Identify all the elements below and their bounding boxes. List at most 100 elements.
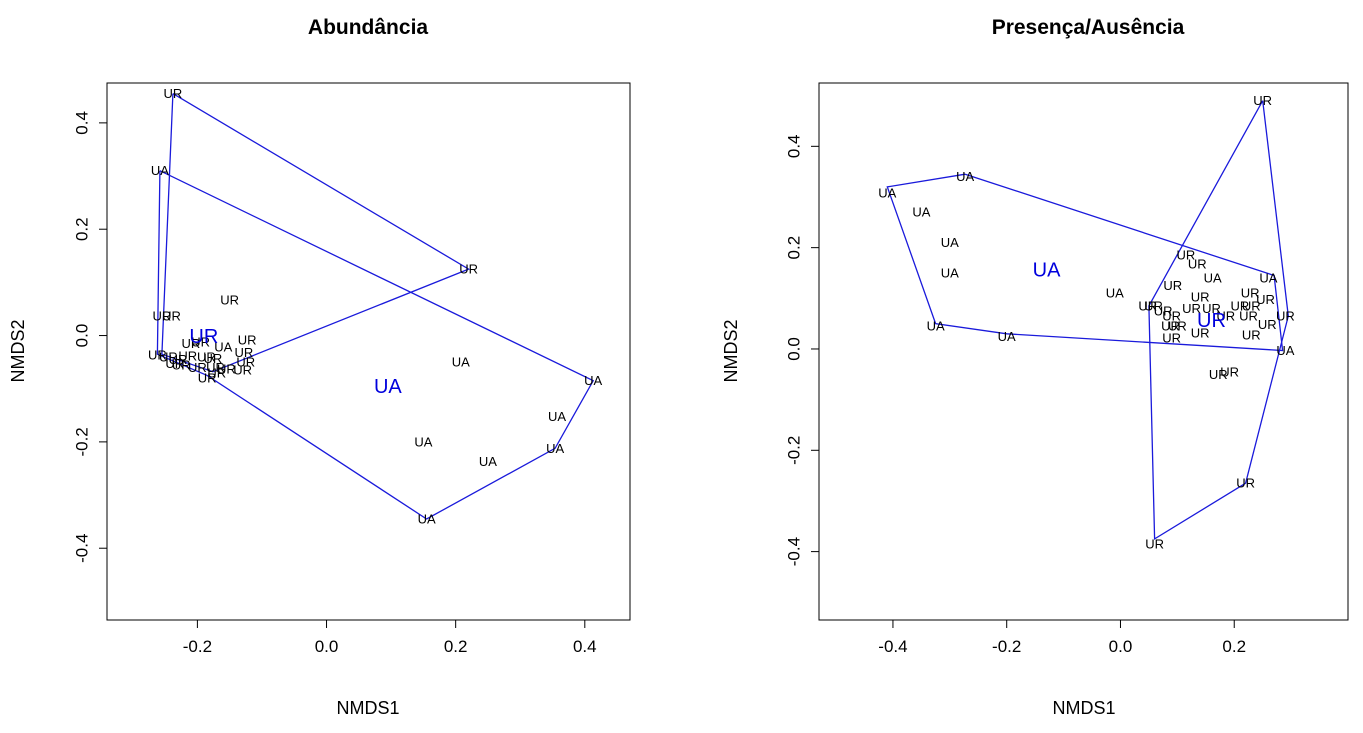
plot-frame bbox=[818, 82, 1349, 621]
hull-ua bbox=[886, 173, 1284, 352]
point-label-ua: UA bbox=[452, 355, 470, 370]
plot-frame bbox=[106, 82, 631, 621]
chart-title: Presença/Ausência bbox=[992, 16, 1185, 39]
x-tick-label: 0.0 bbox=[1109, 637, 1133, 656]
point-label-ua: UA bbox=[546, 441, 564, 456]
y-axis-label: NMDS2 bbox=[721, 319, 741, 382]
point-label-ua: UA bbox=[151, 163, 169, 178]
y-tick-label: 0.4 bbox=[784, 135, 803, 159]
point-label-ur: UR bbox=[1276, 309, 1295, 324]
x-axis-label: NMDS1 bbox=[336, 698, 399, 718]
y-axis-ticks: -0.4 -0.2 0.0 0.2 0.4 bbox=[784, 135, 819, 566]
point-label-ur: UR bbox=[1191, 325, 1210, 340]
point-label-ua: UA bbox=[998, 329, 1016, 344]
point-label-ur: UR bbox=[1258, 317, 1277, 332]
point-label-ur: UR bbox=[1202, 301, 1221, 316]
point-label-ur: UR bbox=[1182, 301, 1201, 316]
point-label-ur: UR bbox=[1144, 298, 1163, 313]
x-tick-label: 0.2 bbox=[444, 637, 468, 656]
point-label-ur: UR bbox=[159, 349, 178, 364]
point-label-ur: UR bbox=[178, 348, 197, 363]
point-label-ua: UA bbox=[1106, 286, 1124, 301]
point-label-ur: UR bbox=[1231, 298, 1250, 313]
point-label-ua: UA bbox=[941, 235, 959, 250]
point-label-ur: UR bbox=[191, 334, 210, 349]
x-tick-label: -0.4 bbox=[878, 637, 907, 656]
y-axis-ticks: -0.4 -0.2 0.0 0.2 0.4 bbox=[72, 111, 107, 563]
point-label-ua: UA bbox=[956, 169, 974, 184]
point-label-ur: UR bbox=[236, 355, 255, 370]
hull-ur bbox=[161, 93, 471, 373]
y-tick-label: -0.4 bbox=[72, 534, 91, 563]
point-label-ur: UR bbox=[233, 363, 252, 378]
x-axis-ticks: -0.4 -0.2 0.0 0.2 bbox=[878, 620, 1246, 656]
x-tick-label: -0.2 bbox=[992, 637, 1021, 656]
chart-presenca-ausencia: Presença/Ausência NMDS1 NMDS2 -0.4 -0.2 0.… bbox=[721, 16, 1349, 718]
point-label-ur: UR bbox=[1253, 93, 1272, 108]
point-label-ur: UR bbox=[1162, 309, 1181, 324]
centroid-ur: UR bbox=[1197, 310, 1226, 332]
point-label-ua: UA bbox=[1204, 271, 1222, 286]
x-tick-label: 0.4 bbox=[573, 637, 597, 656]
point-label-ur: UR bbox=[220, 292, 239, 307]
point-label-ur: UR bbox=[163, 86, 182, 101]
point-label-ur: UR bbox=[165, 356, 184, 371]
point-label-ur: UR bbox=[197, 349, 216, 364]
point-label-ur: UR bbox=[459, 262, 478, 277]
point-label-ua: UA bbox=[927, 319, 945, 334]
point-label-ua: UA bbox=[912, 205, 930, 220]
point-label-ur: UR bbox=[1220, 364, 1239, 379]
chart-abundancia: Abundância NMDS1 NMDS2 -0.2 0.0 0.2 0.4 -0.… bbox=[8, 16, 631, 718]
point-label-ur: UR bbox=[152, 308, 171, 323]
chart-title: Abundância bbox=[308, 16, 428, 39]
point-label-ua: UA bbox=[414, 434, 432, 449]
point-label-ua: UA bbox=[418, 511, 436, 526]
x-tick-label: -0.2 bbox=[183, 637, 212, 656]
point-label-ur: UR bbox=[162, 308, 181, 323]
point-label-ur: UR bbox=[182, 336, 201, 351]
point-label-ur: UR bbox=[1154, 303, 1173, 318]
point-label-ur: UR bbox=[1256, 292, 1275, 307]
point-label-ur: UR bbox=[1162, 330, 1181, 345]
x-axis-ticks: -0.2 0.0 0.2 0.4 bbox=[183, 620, 597, 656]
point-label-ua: UA bbox=[479, 454, 497, 469]
centroid-ur: UR bbox=[189, 326, 218, 348]
y-axis-label: NMDS2 bbox=[8, 319, 28, 382]
x-axis-label: NMDS1 bbox=[1052, 698, 1115, 718]
point-label-ur: UR bbox=[1161, 319, 1180, 334]
point-label-ua: UA bbox=[878, 185, 896, 200]
y-tick-label: 0.0 bbox=[784, 337, 803, 361]
hull-polygons bbox=[886, 100, 1289, 541]
point-label-ur: UR bbox=[206, 360, 225, 375]
point-label-ur: UR bbox=[1163, 278, 1182, 293]
y-tick-label: -0.4 bbox=[784, 537, 803, 566]
point-label-ua: UA bbox=[214, 340, 232, 355]
y-tick-label: -0.2 bbox=[784, 436, 803, 465]
point-label-ur: UR bbox=[1191, 289, 1210, 304]
point-label-ua: UA bbox=[1259, 271, 1277, 286]
point-label-ur: UR bbox=[1138, 298, 1157, 313]
point-label-ur: UR bbox=[1216, 309, 1235, 324]
y-tick-label: 0.2 bbox=[72, 217, 91, 241]
point-label-ur: UR bbox=[172, 357, 191, 372]
point-label-ur: UR bbox=[238, 332, 257, 347]
point-label-ur: UR bbox=[1242, 327, 1261, 342]
point-label-ur: UR bbox=[1168, 319, 1187, 334]
point-label-ur: UR bbox=[1209, 367, 1228, 382]
point-label-ur: UR bbox=[148, 348, 167, 363]
y-tick-label: 0.2 bbox=[784, 236, 803, 260]
point-label-ur: UR bbox=[1239, 309, 1258, 324]
hull-polygons bbox=[156, 93, 595, 520]
point-label-ur: UR bbox=[1145, 537, 1164, 552]
point-label-ur: UR bbox=[1236, 476, 1255, 491]
point-label-ur: UR bbox=[217, 362, 236, 377]
hull-ua bbox=[156, 170, 595, 520]
point-label-ur: UR bbox=[1188, 256, 1207, 271]
hull-ur bbox=[1148, 100, 1289, 541]
y-tick-label: -0.2 bbox=[72, 427, 91, 456]
y-tick-label: 0.0 bbox=[72, 324, 91, 348]
